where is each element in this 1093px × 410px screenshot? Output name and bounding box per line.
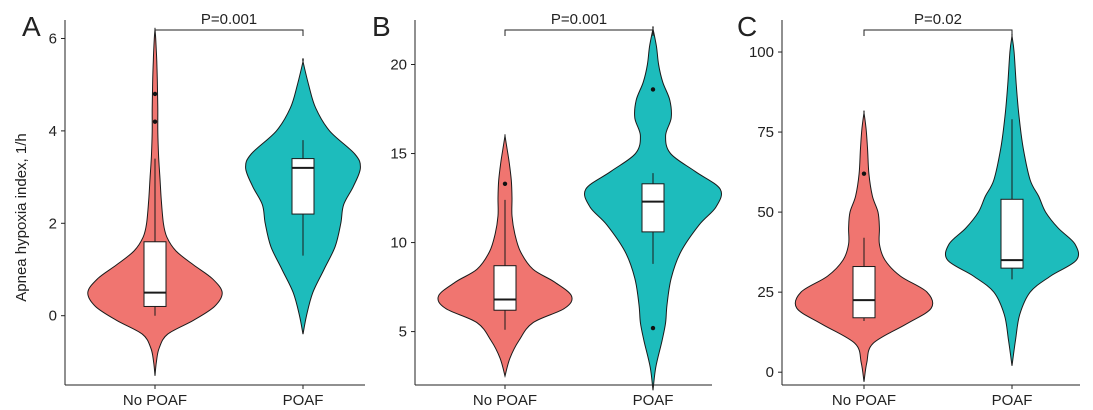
box — [291, 158, 315, 215]
y-tick-label: 20 — [390, 57, 407, 74]
x-tick-label: No POAF — [473, 392, 537, 409]
outlier-point — [650, 87, 656, 92]
x-tick-label: POAF — [992, 392, 1033, 409]
y-tick-label: 5 — [399, 324, 407, 341]
panel-letter: B — [372, 11, 391, 42]
x-tick-label: No POAF — [832, 392, 896, 409]
panel-a: 0 2 4 6 No POAF POAF P=0.001 A Apnea hypoxia ind… — [13, 11, 365, 409]
x-tick-label: POAF — [283, 392, 324, 409]
box — [1000, 198, 1024, 269]
outlier-point — [650, 325, 656, 331]
box — [852, 266, 876, 319]
significance-bracket — [154, 29, 304, 36]
y-tick-label: 100 — [749, 44, 774, 61]
panel-c: 0 25 50 75 100 No POAF POAF P=0.02 C — [737, 11, 1080, 409]
outlier-point — [861, 171, 867, 176]
significance-bracket — [504, 29, 654, 36]
y-tick-label: 25 — [757, 284, 774, 301]
box — [143, 241, 167, 307]
y-axis-label: Apnea hypoxia index, 1/h — [13, 133, 30, 301]
x-tick-label: No POAF — [123, 392, 187, 409]
y-tick-label: 50 — [757, 204, 774, 221]
outlier-point — [152, 119, 158, 124]
y-tick-label: 6 — [49, 30, 57, 47]
y-tick-label: 0 — [766, 364, 774, 381]
box — [493, 265, 517, 311]
y-tick-label: 15 — [390, 146, 407, 163]
panel-b: 5 10 15 20 No POAF POAF P=0.001 B — [372, 11, 723, 409]
box — [641, 183, 665, 233]
panel-letter: C — [737, 11, 757, 42]
p-value-label: P=0.02 — [914, 11, 962, 28]
y-tick-label: 4 — [49, 123, 57, 140]
significance-bracket — [863, 29, 1013, 36]
p-value-label: P=0.001 — [201, 11, 257, 28]
outlier-point — [152, 91, 158, 97]
y-tick-label: 75 — [757, 124, 774, 141]
p-value-label: P=0.001 — [551, 11, 607, 28]
outlier-point — [502, 181, 508, 187]
y-tick-label: 2 — [49, 215, 57, 232]
x-tick-label: POAF — [633, 392, 674, 409]
y-tick-label: 10 — [390, 235, 407, 252]
y-tick-label: 0 — [49, 308, 57, 325]
panel-letter: A — [22, 11, 41, 42]
